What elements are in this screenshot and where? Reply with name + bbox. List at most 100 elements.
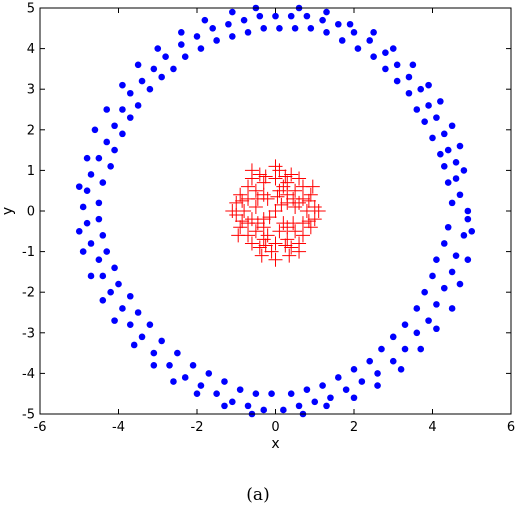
dot-marker bbox=[225, 20, 232, 28]
plus-marker bbox=[235, 193, 250, 208]
dot-marker bbox=[366, 357, 374, 365]
dot-marker bbox=[287, 390, 295, 398]
dot-marker bbox=[319, 382, 326, 389]
dot-marker bbox=[103, 138, 111, 146]
x-tick-label: -2 bbox=[191, 420, 204, 435]
plus-marker bbox=[244, 236, 259, 251]
dot-marker bbox=[401, 321, 409, 328]
data-points bbox=[75, 4, 476, 418]
dot-marker bbox=[178, 41, 185, 48]
dot-marker bbox=[464, 256, 472, 264]
dot-marker bbox=[295, 402, 303, 410]
dot-marker bbox=[440, 163, 448, 170]
dot-marker bbox=[303, 12, 311, 20]
dot-marker bbox=[437, 150, 444, 158]
plus-marker bbox=[288, 183, 303, 198]
dot-marker bbox=[150, 65, 158, 73]
dot-marker bbox=[405, 89, 413, 97]
dot-marker bbox=[126, 114, 134, 121]
dot-marker bbox=[327, 394, 334, 402]
dot-marker bbox=[342, 386, 350, 393]
dot-marker bbox=[460, 232, 468, 239]
dot-marker bbox=[162, 53, 169, 61]
plus-marker bbox=[299, 204, 314, 218]
dot-marker bbox=[389, 333, 397, 341]
dot-marker bbox=[107, 288, 114, 296]
plus-marker bbox=[268, 252, 283, 267]
plus-marker bbox=[231, 228, 246, 243]
dot-marker bbox=[91, 126, 99, 134]
x-tick-label: 4 bbox=[428, 420, 436, 435]
plus-marker bbox=[307, 199, 322, 214]
dot-marker bbox=[440, 130, 448, 138]
dot-marker bbox=[397, 366, 405, 373]
plus-marker bbox=[280, 187, 295, 202]
plus-marker bbox=[292, 195, 307, 210]
plus-marker bbox=[272, 163, 287, 178]
dot-marker bbox=[433, 256, 440, 264]
dot-marker bbox=[193, 33, 201, 40]
dot-marker bbox=[150, 361, 158, 369]
plus-marker bbox=[229, 195, 244, 210]
dot-marker bbox=[158, 73, 165, 81]
dot-marker bbox=[354, 45, 362, 52]
plus-marker bbox=[284, 240, 299, 255]
dot-marker bbox=[323, 402, 330, 410]
plus-marker bbox=[268, 159, 283, 174]
dot-marker bbox=[166, 361, 173, 369]
dot-marker bbox=[115, 280, 122, 288]
plus-marker bbox=[268, 236, 283, 251]
dot-marker bbox=[154, 45, 162, 52]
dot-marker bbox=[260, 25, 268, 32]
dot-marker bbox=[311, 398, 319, 406]
axis-ticks: -6 -4 -2 0 2 4 6 -5 -4 -3 -2 -1 0 1 2 3 4 5 bbox=[22, 2, 515, 436]
x-tick-label: -6 bbox=[34, 420, 47, 435]
plus-marker bbox=[233, 187, 248, 202]
dot-marker bbox=[389, 357, 397, 365]
dot-marker bbox=[456, 142, 464, 150]
dot-marker bbox=[150, 349, 158, 357]
dot-marker bbox=[181, 374, 189, 381]
dot-marker bbox=[87, 272, 95, 280]
plus-marker bbox=[288, 199, 303, 214]
dot-marker bbox=[87, 171, 95, 178]
dot-marker bbox=[95, 154, 103, 162]
dot-marker bbox=[111, 122, 118, 130]
dot-marker bbox=[468, 228, 476, 235]
dot-marker bbox=[229, 33, 236, 40]
figure-caption: (a) bbox=[246, 485, 269, 505]
dot-marker bbox=[193, 390, 201, 398]
dot-marker bbox=[401, 345, 409, 353]
plus-marker bbox=[252, 240, 267, 255]
dot-marker bbox=[440, 284, 448, 292]
dot-marker bbox=[197, 45, 205, 52]
dot-marker bbox=[421, 118, 428, 125]
dot-marker bbox=[95, 199, 103, 207]
plus-marker bbox=[264, 244, 279, 259]
dot-marker bbox=[240, 16, 248, 24]
plus-marker bbox=[256, 220, 271, 235]
dot-marker bbox=[425, 102, 432, 109]
dot-marker bbox=[413, 106, 421, 113]
dot-marker bbox=[79, 203, 87, 211]
plus-marker bbox=[248, 183, 263, 198]
dot-marker bbox=[197, 382, 205, 389]
dot-marker bbox=[221, 378, 228, 385]
dot-marker bbox=[126, 292, 134, 300]
plus-marker bbox=[225, 204, 240, 218]
plus-marker bbox=[284, 167, 299, 182]
dot-marker bbox=[425, 317, 432, 324]
dot-marker bbox=[126, 89, 134, 97]
plus-marker bbox=[288, 224, 303, 239]
plus-marker bbox=[229, 208, 244, 223]
dot-marker bbox=[335, 20, 342, 28]
dot-marker bbox=[276, 25, 283, 32]
dot-marker bbox=[244, 29, 252, 36]
plus-marker bbox=[256, 232, 271, 247]
plus-marker bbox=[307, 212, 322, 227]
plus-marker bbox=[233, 220, 248, 235]
dot-marker bbox=[119, 130, 126, 138]
series-0 bbox=[75, 4, 476, 418]
dot-marker bbox=[126, 321, 134, 328]
plus-marker bbox=[241, 191, 256, 206]
